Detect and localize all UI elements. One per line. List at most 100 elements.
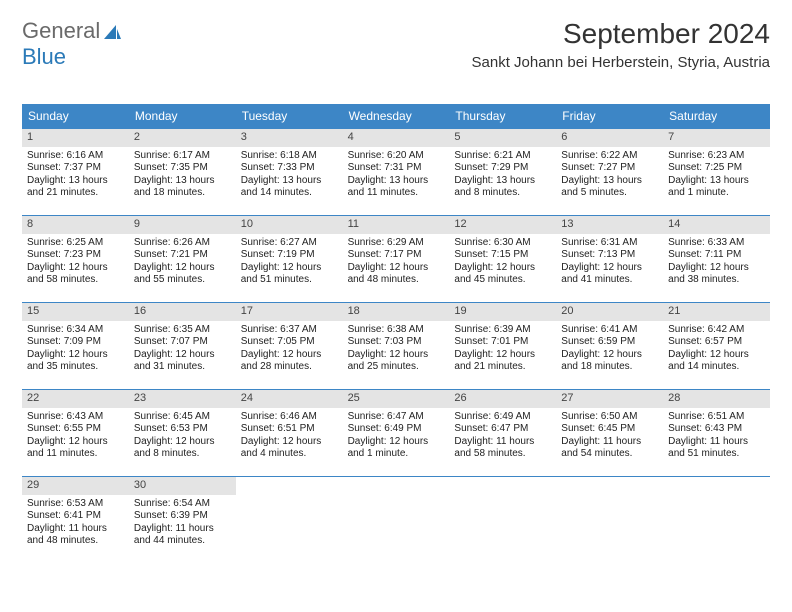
sunset-line: Sunset: 7:33 PM (241, 162, 338, 175)
sunset-line: Sunset: 7:23 PM (27, 249, 124, 262)
date-number: 30 (129, 477, 236, 495)
sunrise-line: Sunrise: 6:23 AM (668, 150, 765, 163)
sunrise-line: Sunrise: 6:41 AM (561, 324, 658, 337)
week-row: 1Sunrise: 6:16 AMSunset: 7:37 PMDaylight… (22, 128, 770, 215)
day-header: Tuesday (236, 104, 343, 128)
daylight-line: Daylight: 12 hours and 4 minutes. (241, 436, 338, 461)
calendar-cell: 7Sunrise: 6:23 AMSunset: 7:25 PMDaylight… (663, 129, 770, 215)
date-number: 24 (236, 390, 343, 408)
daylight-line: Daylight: 12 hours and 1 minute. (348, 436, 445, 461)
cell-body: Sunrise: 6:41 AMSunset: 6:59 PMDaylight:… (556, 321, 663, 378)
calendar-cell: 5Sunrise: 6:21 AMSunset: 7:29 PMDaylight… (449, 129, 556, 215)
cell-body: Sunrise: 6:18 AMSunset: 7:33 PMDaylight:… (236, 147, 343, 204)
daylight-line: Daylight: 12 hours and 31 minutes. (134, 349, 231, 374)
calendar-cell: 26 Sunrise: 6:49 AMSunset: 6:47 PMDayligh… (449, 390, 556, 476)
sunset-line: Sunset: 6:51 PM (241, 423, 338, 436)
date-number: 16 (129, 303, 236, 321)
daylight-line: Daylight: 13 hours and 11 minutes. (348, 175, 445, 200)
sunrise-line: Sunrise: 6:34 AM (27, 324, 124, 337)
sunset-line: Sunset: 7:17 PM (348, 249, 445, 262)
day-header-row: SundayMondayTuesdayWednesdayThursdayFrid… (22, 104, 770, 128)
date-number: 8 (22, 216, 129, 234)
calendar-cell: 27Sunrise: 6:50 AMSunset: 6:45 PMDayligh… (556, 390, 663, 476)
sunset-line: Sunset: 6:41 PM (27, 510, 124, 523)
date-number: 19 (449, 303, 556, 321)
sunset-line: Sunset: 6:49 PM (348, 423, 445, 436)
sunrise-line: Sunrise: 6:38 AM (348, 324, 445, 337)
calendar-cell: 9Sunrise: 6:26 AMSunset: 7:21 PMDaylight… (129, 216, 236, 302)
daylight-line: Daylight: 12 hours and 8 minutes. (134, 436, 231, 461)
sunrise-line: Sunrise: 6:42 AM (668, 324, 765, 337)
date-number: 6 (556, 129, 663, 147)
cell-body: Sunrise: 6:39 AMSunset: 7:01 PMDaylight:… (449, 321, 556, 378)
date-number: 29 (22, 477, 129, 495)
sunset-line: Sunset: 7:31 PM (348, 162, 445, 175)
daylight-line: Daylight: 11 hours and 58 minutes. (454, 436, 551, 461)
weeks-container: 1Sunrise: 6:16 AMSunset: 7:37 PMDaylight… (22, 128, 770, 563)
week-row: 8 Sunrise: 6:25 AMSunset: 7:23 PM Daylight… (22, 215, 770, 302)
date-number: 25 (343, 390, 450, 408)
sunset-line: Sunset: 7:03 PM (348, 336, 445, 349)
sunset-line: Sunset: 7:09 PM (27, 336, 124, 349)
location-text: Sankt Johann bei Herberstein, Styria, Au… (472, 54, 771, 71)
calendar-cell: 24Sunrise: 6:46 AMSunset: 6:51 PMDayligh… (236, 390, 343, 476)
daylight-line: Daylight: 11 hours and 51 minutes. (668, 436, 765, 461)
sunrise-line: Sunrise: 6:43 AM (27, 411, 124, 424)
date-number: 20 (556, 303, 663, 321)
sunset-line: Sunset: 7:29 PM (454, 162, 551, 175)
calendar-cell: 4Sunrise: 6:20 AMSunset: 7:31 PMDaylight… (343, 129, 450, 215)
date-number: 11 (343, 216, 450, 234)
day-header: Friday (556, 104, 663, 128)
sunrise-line: Sunrise: 6:47 AM (348, 411, 445, 424)
calendar-cell: 28Sunrise: 6:51 AMSunset: 6:43 PMDayligh… (663, 390, 770, 476)
calendar-cell: 16Sunrise: 6:35 AMSunset: 7:07 PMDayligh… (129, 303, 236, 389)
day-header: Monday (129, 104, 236, 128)
day-header: Wednesday (343, 104, 450, 128)
sunset-line: Sunset: 7:21 PM (134, 249, 231, 262)
sunrise-line: Sunrise: 6:16 AM (27, 150, 124, 163)
sunrise-line: Sunrise: 6:25 AM (27, 237, 124, 250)
sunset-line: Sunset: 6:47 PM (454, 423, 551, 436)
date-number: 26 (449, 390, 556, 408)
date-number: 12 (449, 216, 556, 234)
cell-body: Sunrise: 6:45 AMSunset: 6:53 PMDaylight:… (129, 408, 236, 465)
week-row: 29 Sunrise: 6:53 AMSunset: 6:41 PM Dayligh… (22, 476, 770, 563)
week-row: 15Sunrise: 6:34 AMSunset: 7:09 PMDayligh… (22, 302, 770, 389)
daylight-line: Daylight: 11 hours and 54 minutes. (561, 436, 658, 461)
sunset-line: Sunset: 7:37 PM (27, 162, 124, 175)
date-number: 3 (236, 129, 343, 147)
daylight-line: Daylight: 12 hours and 41 minutes. (561, 262, 658, 287)
date-number: 2 (129, 129, 236, 147)
cell-body: Sunrise: 6:47 AMSunset: 6:49 PMDaylight:… (343, 408, 450, 465)
sunrise-line: Sunrise: 6:31 AM (561, 237, 658, 250)
sunset-line: Sunset: 7:11 PM (668, 249, 765, 262)
daylight-line: Daylight: 13 hours and 18 minutes. (134, 175, 231, 200)
sunrise-line: Sunrise: 6:39 AM (454, 324, 551, 337)
sunset-line: Sunset: 6:59 PM (561, 336, 658, 349)
daylight-line: Daylight: 12 hours and 38 minutes. (668, 262, 765, 287)
sunset-line: Sunset: 7:07 PM (134, 336, 231, 349)
sunrise-line: Sunrise: 6:49 AM (454, 411, 551, 424)
cell-body: Sunrise: 6:33 AMSunset: 7:11 PMDaylight:… (663, 234, 770, 291)
calendar-cell: 30Sunrise: 6:54 AMSunset: 6:39 PMDayligh… (129, 477, 236, 563)
sunset-line: Sunset: 7:13 PM (561, 249, 658, 262)
month-title: September 2024 (472, 18, 771, 50)
sunrise-line: Sunrise: 6:53 AM (27, 498, 124, 511)
daylight-line: Daylight: 12 hours and 28 minutes. (241, 349, 338, 374)
daylight-line: Daylight: 13 hours and 5 minutes. (561, 175, 658, 200)
date-number: 23 (129, 390, 236, 408)
daylight-line: Daylight: 12 hours and 14 minutes. (668, 349, 765, 374)
cell-body: Sunrise: 6:43 AMSunset: 6:55 PMDaylight:… (22, 408, 129, 465)
sunrise-line: Sunrise: 6:45 AM (134, 411, 231, 424)
daylight-line: Daylight: 11 hours and 44 minutes. (134, 523, 231, 548)
calendar-cell: 12Sunrise: 6:30 AMSunset: 7:15 PMDayligh… (449, 216, 556, 302)
sunrise-line: Sunrise: 6:51 AM (668, 411, 765, 424)
sunrise-line: Sunrise: 6:21 AM (454, 150, 551, 163)
day-header: Sunday (22, 104, 129, 128)
daylight-line: Daylight: 12 hours and 35 minutes. (27, 349, 124, 374)
sunset-line: Sunset: 7:15 PM (454, 249, 551, 262)
daylight-line: Daylight: 12 hours and 21 minutes. (454, 349, 551, 374)
header: September 2024 Sankt Johann bei Herberst… (472, 18, 771, 71)
cell-body: Sunrise: 6:46 AMSunset: 6:51 PMDaylight:… (236, 408, 343, 465)
daylight-line: Daylight: 13 hours and 21 minutes. (27, 175, 124, 200)
